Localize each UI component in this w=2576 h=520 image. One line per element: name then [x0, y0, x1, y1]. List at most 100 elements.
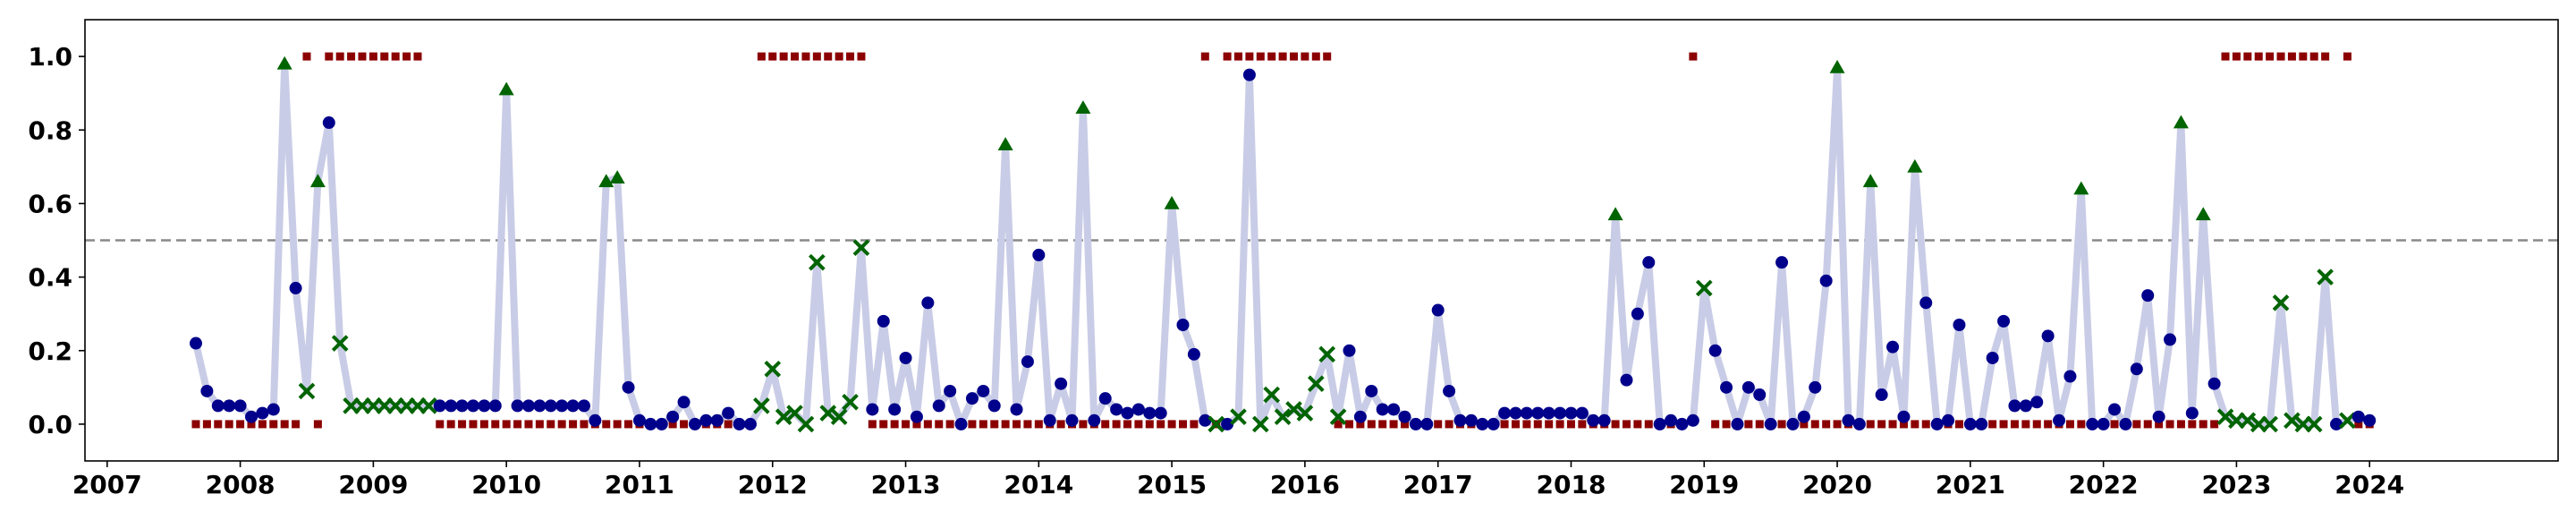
point-triangle — [309, 174, 326, 188]
x-tick-label: 2008 — [206, 470, 275, 499]
indicator-square — [1888, 420, 1897, 429]
indicator-square — [2266, 52, 2275, 61]
point-circle — [2207, 377, 2221, 390]
indicator-square — [1134, 420, 1143, 429]
axes-layer: 2007 2008 2009 2010 2011 2012 2013 2014 2015 2016… — [28, 19, 2559, 499]
point-circle — [2152, 410, 2165, 423]
indicator-square — [1323, 52, 1332, 61]
indicator-square — [1223, 52, 1232, 61]
point-circle — [1809, 380, 1822, 394]
point-circle — [1597, 413, 1611, 427]
point-circle — [1055, 377, 1068, 390]
point-cross — [1263, 386, 1281, 404]
indicator-square — [680, 420, 689, 429]
indicator-square — [935, 420, 944, 429]
point-circle — [677, 396, 691, 409]
y-tick-label: 0.2 — [28, 337, 72, 366]
point-cross — [1296, 405, 1314, 422]
point-triangle — [1907, 158, 1923, 173]
indicator-square — [1278, 52, 1287, 61]
point-circle — [1953, 318, 1966, 331]
point-circle — [1786, 417, 1800, 430]
indicator-square — [191, 420, 200, 429]
x-tick-label: 2010 — [471, 470, 541, 499]
point-circle — [1154, 406, 1167, 420]
indicator-square — [1356, 420, 1365, 429]
point-triangle — [609, 170, 625, 184]
point-circle — [699, 413, 713, 427]
point-cross — [2294, 415, 2312, 433]
indicator-square — [624, 420, 633, 429]
indicator-square — [835, 52, 843, 61]
indicator-square — [1722, 420, 1731, 429]
indicator-square — [979, 420, 987, 429]
point-circle — [688, 417, 701, 430]
indicator-square — [1755, 420, 1764, 429]
point-cross — [775, 408, 792, 426]
point-circle — [710, 413, 724, 427]
indicator-square — [1877, 420, 1886, 429]
point-triangle — [2173, 115, 2189, 129]
point-circle — [478, 399, 491, 413]
point-cross — [753, 397, 770, 414]
indicator-square — [2032, 420, 2041, 429]
indicator-square — [1578, 420, 1587, 429]
indicator-square — [347, 52, 356, 61]
indicator-square — [1112, 420, 1121, 429]
indicator-square — [1179, 420, 1188, 429]
indicator-square — [479, 420, 488, 429]
indicator-square — [302, 52, 311, 61]
indicator-square — [1023, 420, 1032, 429]
indicator-square — [1999, 420, 2008, 429]
point-circle — [1764, 417, 1777, 430]
point-circle — [2141, 289, 2155, 303]
indicator-square — [1157, 420, 1165, 429]
x-tick-label: 2023 — [2201, 470, 2271, 499]
indicator-square — [469, 420, 478, 429]
point-cross — [2250, 415, 2267, 433]
point-circle — [1453, 413, 1467, 427]
point-cross — [1695, 279, 1713, 297]
point-circle — [1997, 314, 2011, 328]
indicator-square — [602, 420, 611, 429]
x-tick-label: 2009 — [338, 470, 408, 499]
point-circle — [589, 413, 602, 427]
indicator-square — [890, 420, 899, 429]
point-circle — [1398, 410, 1411, 423]
point-cross — [797, 415, 815, 433]
point-circle — [743, 417, 757, 430]
point-cross — [2272, 294, 2290, 311]
point-circle — [1187, 347, 1200, 361]
point-circle — [1564, 406, 1578, 420]
indicator-square — [2188, 420, 2197, 429]
point-circle — [1065, 413, 1079, 427]
x-tick-label: 2018 — [1537, 470, 1606, 499]
indicator-square — [2232, 52, 2241, 61]
point-circle — [1464, 413, 1478, 427]
indicator-square — [2354, 420, 2363, 429]
point-circle — [1343, 344, 1356, 357]
indicator-square — [446, 420, 455, 429]
indicator-square — [1200, 52, 1209, 61]
point-circle — [1542, 406, 1555, 420]
point-circle — [2363, 413, 2377, 427]
point-circle — [1498, 406, 1512, 420]
indicator-square — [369, 52, 377, 61]
indicator-square — [225, 420, 233, 429]
point-cross — [786, 405, 803, 422]
indicator-square — [1434, 420, 1443, 429]
point-cross — [852, 239, 870, 257]
point-triangle — [2073, 181, 2089, 195]
point-circle — [1930, 417, 1944, 430]
indicator-square — [391, 52, 400, 61]
point-circle — [2164, 333, 2177, 346]
point-circle — [533, 399, 547, 413]
point-circle — [566, 399, 580, 413]
point-circle — [289, 281, 302, 294]
indicator-square — [1101, 420, 1110, 429]
point-circle — [1686, 413, 1699, 427]
indicator-square — [1367, 420, 1376, 429]
point-circle — [433, 399, 446, 413]
indicator-square — [358, 52, 367, 61]
indicator-square — [1389, 420, 1398, 429]
